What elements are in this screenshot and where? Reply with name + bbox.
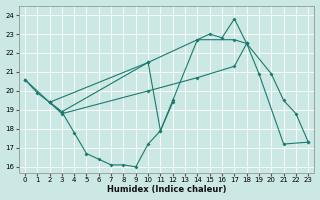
X-axis label: Humidex (Indice chaleur): Humidex (Indice chaleur) [107,185,226,194]
